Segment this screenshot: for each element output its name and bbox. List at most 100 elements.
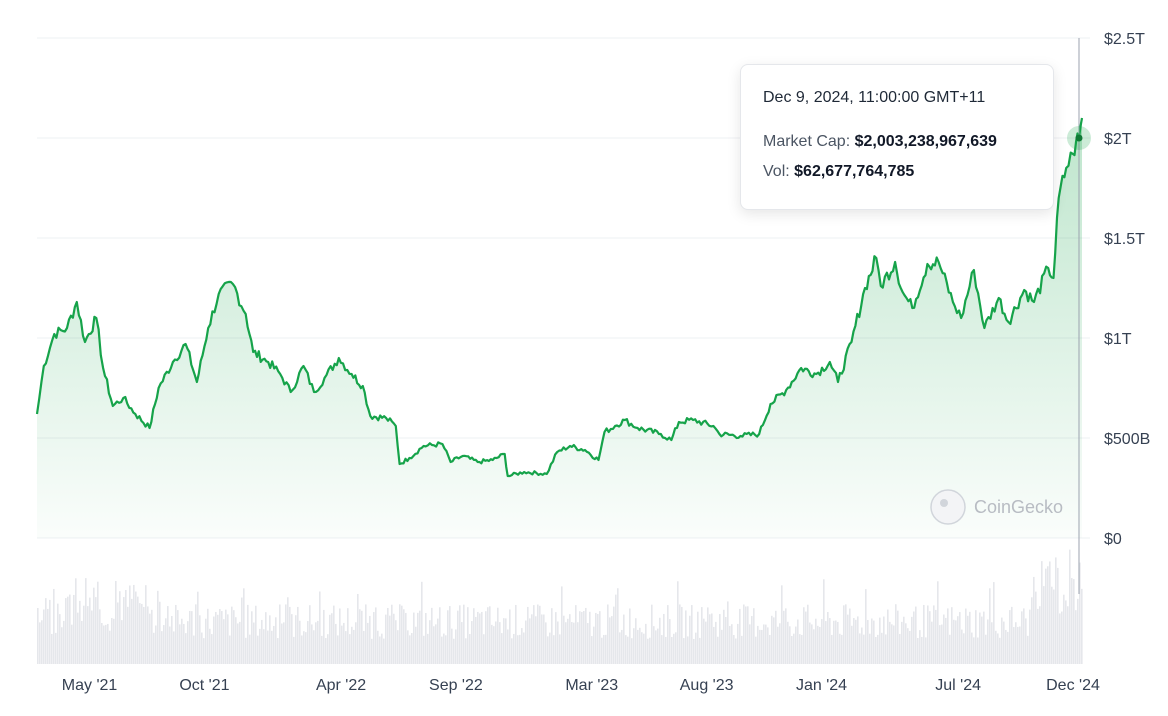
volume-bar xyxy=(1041,561,1043,664)
volume-bar xyxy=(959,612,961,664)
volume-bar xyxy=(525,620,527,664)
volume-bar xyxy=(565,622,567,664)
x-tick-label: Oct '21 xyxy=(179,677,229,694)
volume-bar xyxy=(711,613,713,664)
volume-bar xyxy=(561,586,563,664)
volume-bar xyxy=(523,632,525,664)
volume-bar xyxy=(861,627,863,664)
volume-bar xyxy=(377,630,379,664)
volume-bar xyxy=(191,611,193,664)
volume-bar xyxy=(495,621,497,664)
volume-bar xyxy=(65,598,67,664)
volume-bar xyxy=(837,621,839,664)
volume-bar xyxy=(765,624,767,664)
volume-bar xyxy=(697,611,699,664)
volume-bar xyxy=(1053,589,1055,664)
volume-bar xyxy=(981,616,983,664)
volume-bar xyxy=(529,618,531,664)
volume-bar xyxy=(865,589,867,664)
volume-bar xyxy=(351,626,353,664)
volume-bar xyxy=(895,604,897,664)
volume-bar xyxy=(185,633,187,664)
volume-bar xyxy=(587,623,589,664)
volume-bar xyxy=(989,588,991,664)
volume-bar xyxy=(723,609,725,664)
volume-bar xyxy=(771,615,773,664)
volume-bar xyxy=(555,612,557,664)
volume-bar xyxy=(429,620,431,664)
volume-bar xyxy=(781,585,783,664)
volume-bar xyxy=(627,636,629,664)
volume-bar xyxy=(1073,579,1075,664)
y-tick-label: $0 xyxy=(1104,531,1122,548)
x-tick-label: Aug '23 xyxy=(680,677,734,694)
volume-bar xyxy=(503,618,505,664)
volume-bar xyxy=(473,608,475,664)
volume-bar xyxy=(487,607,489,664)
volume-bar xyxy=(663,613,665,664)
volume-bar xyxy=(423,635,425,664)
volume-bar xyxy=(145,585,147,664)
volume-bar xyxy=(313,630,315,664)
volume-bar xyxy=(167,606,169,664)
volume-bar xyxy=(1033,576,1035,664)
volume-bar xyxy=(1011,606,1013,664)
volume-bar xyxy=(533,605,535,664)
volume-bar xyxy=(583,611,585,664)
volume-bar xyxy=(985,634,987,664)
volume-bar xyxy=(385,614,387,664)
volume-bar xyxy=(581,611,583,664)
volume-bar xyxy=(805,611,807,664)
volume-bar xyxy=(1037,608,1039,664)
volume-bar xyxy=(355,622,357,664)
volume-bar xyxy=(963,633,965,664)
volume-bar xyxy=(937,581,939,664)
volume-bar xyxy=(713,626,715,664)
volume-bar xyxy=(203,638,205,664)
volume-bar xyxy=(539,605,541,664)
volume-bar xyxy=(869,633,871,664)
volume-bar xyxy=(281,623,283,664)
volume-bar xyxy=(99,609,101,664)
volume-bar xyxy=(357,593,359,664)
volume-bar xyxy=(629,608,631,664)
volume-bar xyxy=(1061,611,1063,664)
volume-bar xyxy=(601,637,603,664)
volume-bar xyxy=(567,618,569,664)
volume-bar xyxy=(707,607,709,664)
volume-bar xyxy=(971,632,973,664)
volume-bar xyxy=(577,622,579,664)
volume-bar xyxy=(371,638,373,664)
volume-bar xyxy=(1065,600,1067,664)
volume-bar xyxy=(1051,586,1053,664)
volume-bar xyxy=(111,617,113,664)
volume-bar xyxy=(419,610,421,664)
volume-bar xyxy=(245,637,247,664)
volume-bar xyxy=(749,624,751,664)
volume-bar xyxy=(261,619,263,664)
volume-bar xyxy=(595,612,597,664)
volume-bar xyxy=(159,601,161,664)
volume-bar xyxy=(427,633,429,664)
hover-point[interactable] xyxy=(1075,134,1083,142)
volume-bar xyxy=(739,608,741,664)
volume-bar xyxy=(1069,549,1071,664)
tooltip-market-cap-label: Market Cap: xyxy=(763,133,851,150)
volume-bar xyxy=(219,609,221,664)
volume-bar xyxy=(761,629,763,664)
volume-bar xyxy=(439,607,441,664)
volume-bar xyxy=(179,624,181,664)
market-cap-line[interactable] xyxy=(35,117,1084,478)
volume-bar xyxy=(1077,598,1079,664)
x-tick-label: May '21 xyxy=(62,677,118,694)
volume-bar xyxy=(353,629,355,664)
volume-bar xyxy=(291,614,293,664)
volume-bar xyxy=(109,630,111,664)
volume-bar xyxy=(1063,594,1065,664)
volume-bar xyxy=(867,620,869,664)
coingecko-logo-eye xyxy=(940,499,948,507)
volume-bar xyxy=(893,625,895,664)
volume-bar xyxy=(827,611,829,664)
